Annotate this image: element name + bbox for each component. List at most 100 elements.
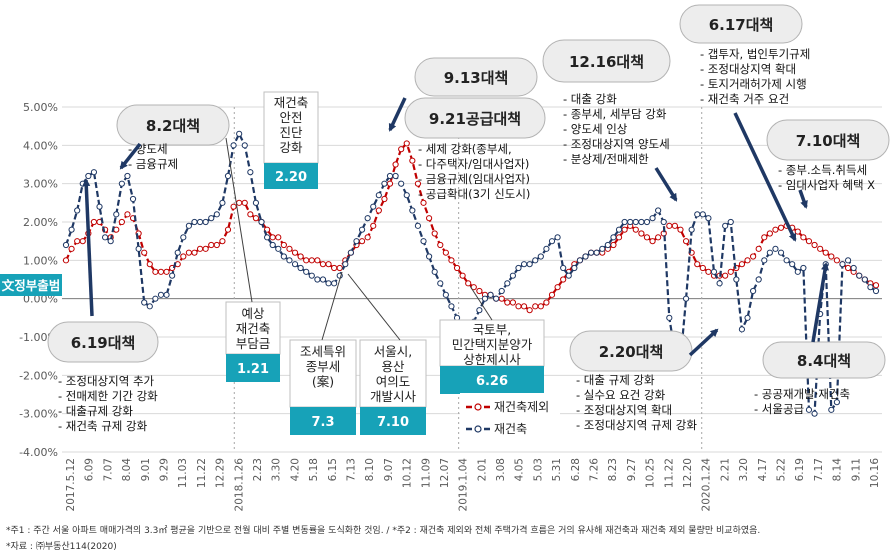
data-point: [794, 268, 801, 275]
data-point: [772, 245, 779, 252]
event-date-badge: [264, 163, 318, 189]
y-tick-label: -2.00%: [19, 369, 58, 382]
y-tick-label: -4.00%: [19, 446, 58, 459]
event-date-badge: [440, 366, 544, 394]
callout-item: - 갭투자, 법인투기규제: [700, 47, 810, 61]
data-point: [867, 284, 874, 291]
x-axis: 2017.5.12 6.09 7.07 8.04 9.01 9.29 11.03 11.22 1…: [65, 458, 881, 512]
callout-12.16대책: 12.16대책 - 대출 강화- 종부세, 세부담 강화- 양도세 인상- 조정대…: [542, 39, 678, 202]
data-point: [180, 253, 187, 260]
data-point: [571, 264, 578, 272]
data-point: [699, 264, 706, 272]
data-point: [297, 264, 304, 272]
x-tick-label: 11.03: [177, 458, 189, 488]
data-point: [738, 261, 746, 268]
data-point: [358, 226, 366, 233]
data-point: [777, 224, 785, 231]
data-point: [839, 261, 846, 268]
data-point: [163, 268, 170, 275]
x-tick-label: 4.20: [289, 458, 301, 481]
callout-item: - 종부세, 세부담 강화: [563, 107, 667, 121]
x-tick-label: 7.07: [102, 458, 114, 481]
data-point: [297, 253, 304, 260]
data-point: [224, 226, 232, 233]
data-point: [548, 238, 556, 245]
data-point: [386, 172, 394, 180]
x-tick-label: 2.21: [719, 458, 731, 481]
leader-line: [225, 137, 253, 303]
data-point: [386, 180, 394, 187]
legend-label-rebuild: 재건축: [494, 422, 527, 436]
x-tick-label: 6.28: [570, 458, 582, 481]
data-point: [202, 245, 209, 252]
data-point: [381, 195, 388, 203]
data-point: [314, 257, 321, 264]
data-point: [124, 211, 131, 218]
data-point: [649, 238, 656, 245]
data-point: [761, 257, 768, 264]
data-point: [766, 249, 773, 256]
event-box-line: 상한제시사: [463, 352, 521, 367]
x-tick-label: 7.26: [589, 458, 601, 482]
data-point: [331, 264, 338, 272]
event-box-frame: [439, 319, 545, 367]
data-point: [509, 272, 516, 279]
data-point: [671, 222, 678, 229]
data-point: [325, 261, 332, 268]
data-point: [319, 276, 327, 283]
callout-item: - 대출 강화: [563, 92, 617, 106]
data-point: [336, 264, 343, 272]
data-point: [370, 203, 377, 210]
x-tick-label: 9.29: [158, 458, 170, 481]
callout-7.10대책: 7.10대책 - 종부.소득.취득세- 임대사업자 혜택 X: [766, 119, 890, 209]
data-point: [113, 211, 120, 218]
data-point: [437, 280, 444, 287]
data-point: [264, 234, 271, 241]
callout-item: - 재건축 거주 요건: [700, 92, 789, 106]
footnote-1: *주1 : 주간 서울 아파트 매매가격의 3.3㎡ 평균을 기반으로 전월 대…: [6, 524, 760, 536]
callout-item: - 재건축 규제 강화: [58, 419, 148, 433]
callout-item: - 전매제한 기간 강화: [58, 389, 158, 403]
callout-item: - 조정대상지역 규제 강화: [576, 418, 697, 432]
data-point: [554, 234, 561, 241]
data-point: [554, 284, 561, 291]
data-point: [632, 226, 639, 233]
data-point: [710, 268, 718, 275]
data-point: [202, 218, 209, 226]
event-box-line: 재건축: [236, 321, 271, 336]
data-point: [409, 207, 416, 214]
data-point: [331, 280, 338, 287]
data-point: [85, 172, 92, 180]
x-tick-label: 12.29: [215, 458, 227, 488]
data-point: [68, 226, 75, 233]
data-point: [185, 222, 192, 229]
data-point: [733, 276, 740, 283]
callout-arrow: [119, 142, 142, 170]
data-point: [817, 245, 824, 252]
data-point: [576, 257, 584, 264]
data-point: [308, 272, 315, 279]
data-point: [62, 241, 70, 249]
data-point: [314, 276, 321, 283]
data-point: [96, 203, 103, 210]
y-tick-label: 5.00%: [23, 101, 58, 114]
data-point: [303, 268, 310, 275]
callout-arrow: [82, 178, 94, 317]
data-point: [141, 299, 148, 306]
x-tick-label: 10.12: [402, 458, 414, 488]
data-point: [515, 303, 522, 310]
callout-arrow: [688, 328, 719, 357]
data-point: [476, 287, 483, 295]
data-point: [79, 238, 86, 245]
data-point: [280, 241, 287, 249]
callout-arrow: [811, 262, 829, 343]
data-point: [727, 268, 734, 275]
callout-pill: [766, 119, 890, 161]
y-tick-label: 2.00%: [23, 216, 58, 229]
footnote-source: *자료 : ㈜부동산114(2020): [6, 540, 117, 552]
data-point: [325, 280, 332, 287]
side-label-text: 文정부출범: [2, 278, 61, 293]
callout-item: - 종부.소득.취득세: [778, 163, 867, 177]
